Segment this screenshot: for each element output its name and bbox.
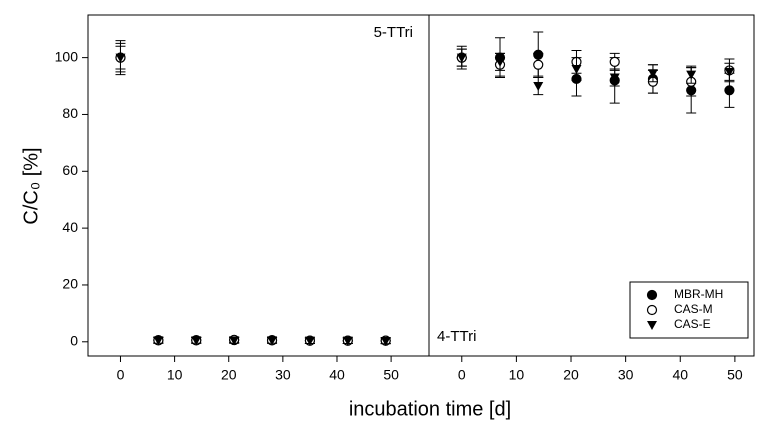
marker xyxy=(533,59,544,70)
y-tick-label: 40 xyxy=(62,219,78,235)
legend-marker xyxy=(647,321,657,330)
marker xyxy=(647,69,658,79)
x-tick-label: 20 xyxy=(563,367,579,383)
marker xyxy=(115,53,126,63)
x-tick-label: 0 xyxy=(117,367,125,383)
marker xyxy=(267,336,278,346)
marker xyxy=(304,336,315,346)
marker xyxy=(724,67,735,77)
marker xyxy=(191,336,202,346)
marker xyxy=(229,336,240,346)
x-tick-label: 10 xyxy=(167,367,183,383)
marker xyxy=(571,64,582,74)
legend-marker xyxy=(646,289,658,301)
marker xyxy=(342,336,353,346)
x-tick-label: 40 xyxy=(672,367,688,383)
x-axis-label: incubation time [d] xyxy=(349,398,511,420)
legend-marker xyxy=(646,304,658,316)
x-tick-label: 50 xyxy=(383,367,399,383)
y-axis-label: C/C₀ [%] xyxy=(20,147,42,224)
y-tick-label: 60 xyxy=(62,162,78,178)
legend-label: CAS-E xyxy=(674,317,711,331)
y-tick-label: 20 xyxy=(62,276,78,292)
marker xyxy=(495,57,506,67)
marker xyxy=(686,70,697,80)
y-tick-label: 0 xyxy=(70,332,78,348)
marker xyxy=(609,73,620,83)
x-tick-label: 30 xyxy=(275,367,291,383)
y-tick-label: 100 xyxy=(55,48,79,64)
marker xyxy=(533,82,544,92)
marker xyxy=(153,336,164,346)
marker xyxy=(456,53,467,63)
marker xyxy=(724,85,735,96)
x-tick-label: 30 xyxy=(618,367,634,383)
panel-label: 5-TTri xyxy=(374,24,413,41)
y-tick-label: 80 xyxy=(62,105,78,121)
x-tick-label: 0 xyxy=(458,367,466,383)
x-tick-label: 40 xyxy=(329,367,345,383)
x-tick-label: 20 xyxy=(221,367,237,383)
legend-label: CAS-M xyxy=(674,302,713,316)
panel-label: 4-TTri xyxy=(437,328,476,345)
x-tick-label: 10 xyxy=(509,367,525,383)
plot-frame xyxy=(87,14,755,357)
x-tick-label: 50 xyxy=(727,367,743,383)
marker xyxy=(609,56,620,67)
legend-label: MBR-MH xyxy=(674,287,723,301)
marker xyxy=(380,336,391,346)
